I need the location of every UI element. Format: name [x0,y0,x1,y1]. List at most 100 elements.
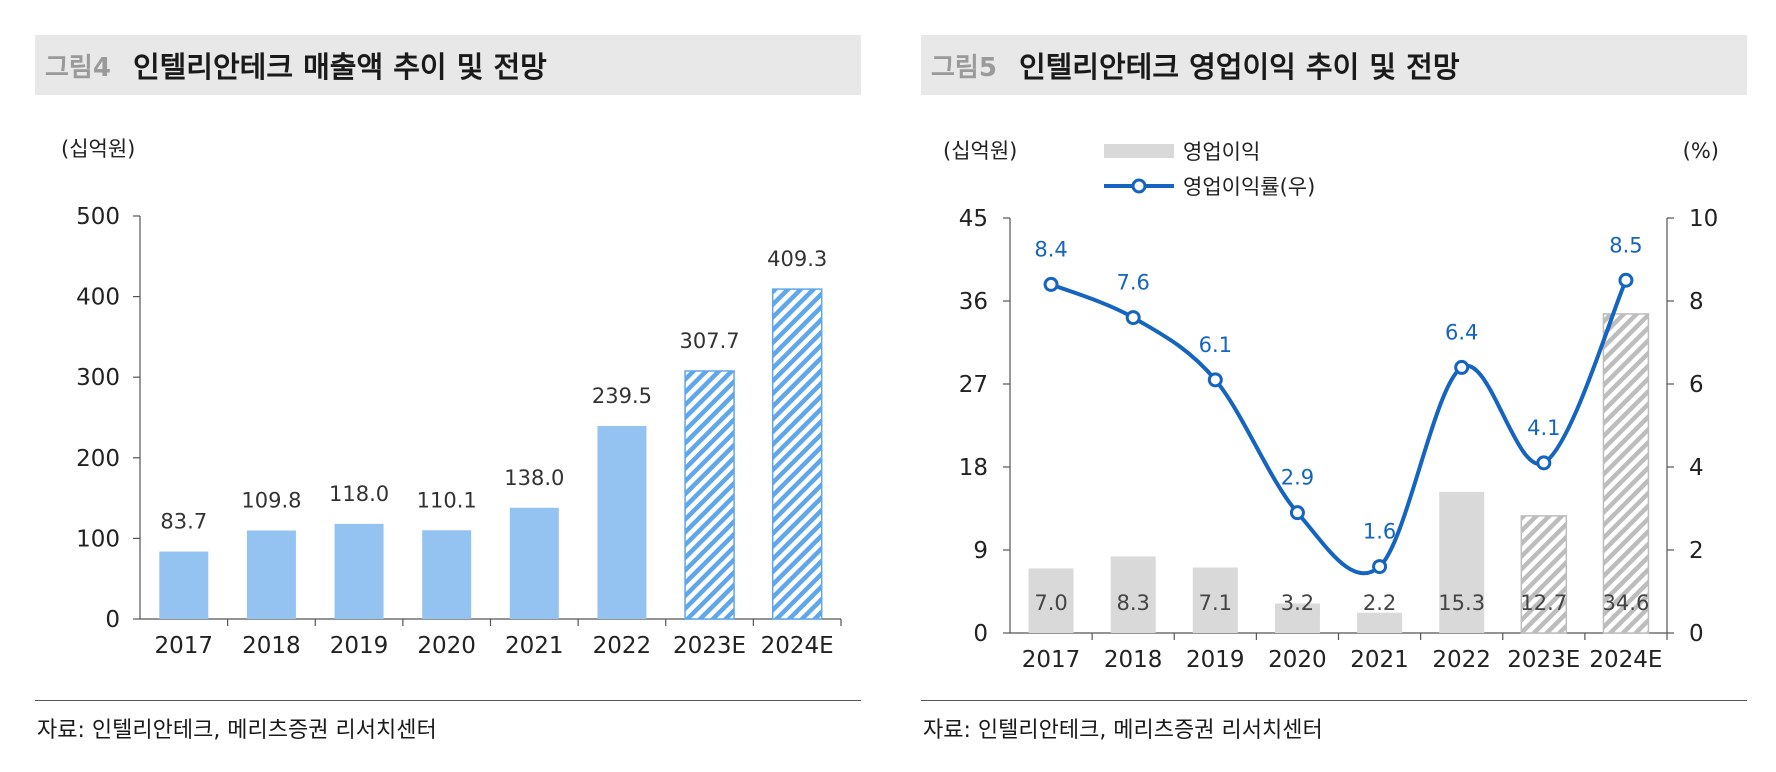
bar-value-label: 307.7 [680,329,740,353]
y2-tick-label: 0 [1689,621,1704,647]
margin-point-marker [1536,455,1552,471]
x-tick-label: 2020 [1268,647,1327,670]
bar-value-label: 12.7 [1520,591,1567,615]
operating-profit-bar [1028,568,1074,633]
operating-profit-bar [1357,612,1403,633]
margin-point-marker [1289,505,1305,521]
operating-profit-bar [1274,603,1320,633]
y2-tick-label: 4 [1689,455,1704,481]
margin-point-marker [1618,272,1634,288]
y-tick-label: 300 [76,365,120,391]
bar-value-label: 8.3 [1116,591,1149,615]
margin-point-marker [1125,310,1141,326]
operating-profit-bar [1520,515,1568,634]
y-tick-label: 0 [973,621,988,647]
revenue-chart-panel: 그림4 인텔리안테크 매출액 추이 및 전망 (십억원) 0 100 200 300 40… [35,0,861,772]
operating-profit-bar [1110,556,1156,633]
revenue-bar [684,370,735,620]
bar-value-label: 138.0 [504,466,564,490]
revenue-bar [246,530,296,619]
x-tick-label: 2020 [417,633,476,659]
x-tick-label: 2022 [1432,647,1491,670]
x-tick-label: 2024E [1589,647,1662,670]
bar-value-label: 409.3 [767,247,827,271]
margin-value-label: 6.4 [1445,320,1478,344]
x-tick-label: 2021 [505,633,564,659]
legend-label-line: 영업이익률(우) [1183,175,1315,199]
y-axis-unit-label: (십억원) [943,139,1017,163]
bar-value-label: 7.1 [1199,591,1232,615]
margin-value-label: 2.9 [1281,466,1314,490]
bottom-divider [921,700,1747,701]
x-tick-label: 2018 [242,633,301,659]
bar-value-label: 110.1 [417,488,477,512]
bar-value-label: 109.8 [241,489,301,513]
margin-point-marker [1454,359,1470,375]
revenue-bar [597,425,647,619]
revenue-chart-title-bar: 그림4 인텔리안테크 매출액 추이 및 전망 [35,35,861,95]
bar-value-label: 34.6 [1603,591,1650,615]
y2-tick-label: 6 [1689,372,1704,398]
x-tick-label: 2024E [761,633,834,659]
x-tick-label: 2019 [330,633,389,659]
bar-value-label: 3.2 [1281,591,1314,615]
x-tick-label: 2021 [1350,647,1409,670]
margin-value-label: 1.6 [1363,520,1396,544]
y-tick-label: 500 [76,204,120,230]
op-chart-title-bar: 그림5 인텔리안테크 영업이익 추이 및 전망 [921,35,1747,95]
revenue-bar-chart: (십억원) 0 100 200 300 400 500 83.7 2017 109.8 2018 11… [61,137,842,659]
revenue-bar [422,530,472,619]
source-note: 자료: 인텔리안테크, 메리츠증권 리서치센터 [37,718,437,743]
y-tick-label: 36 [959,289,988,315]
chart-title: 인텔리안테크 영업이익 추이 및 전망 [1018,50,1460,84]
legend-label-bar: 영업이익 [1183,140,1260,164]
legend-swatch-marker [1131,178,1147,194]
y2-axis-unit-label: (%) [1683,139,1719,163]
margin-point-marker [1207,372,1223,388]
y-tick-label: 400 [76,285,120,311]
y-tick-label: 0 [105,607,120,633]
y-tick-label: 200 [76,446,120,472]
bottom-divider [35,700,861,701]
y-tick-label: 27 [959,372,988,398]
y-tick-label: 9 [973,538,988,564]
margin-point-marker [1372,559,1388,575]
chart-title: 인텔리안테크 매출액 추이 및 전망 [132,50,547,84]
margin-value-label: 6.1 [1199,333,1232,357]
x-tick-label: 2019 [1186,647,1245,670]
bar-value-label: 83.7 [160,510,207,534]
revenue-bar [334,523,384,619]
margin-point-marker [1043,276,1059,292]
revenue-bar [159,551,209,619]
x-tick-label: 2022 [593,633,652,659]
margin-value-label: 8.5 [1609,233,1642,257]
margin-value-label: 8.4 [1034,237,1067,261]
x-tick-label: 2018 [1104,647,1163,670]
x-tick-label: 2017 [155,633,214,659]
y-tick-label: 18 [959,455,988,481]
figure-number: 그림4 [45,52,111,83]
x-tick-label: 2017 [1022,647,1081,670]
bar-value-label: 239.5 [592,384,652,408]
operating-profit-bar [1602,313,1650,634]
bar-value-label: 15.3 [1438,591,1485,615]
margin-value-label: 4.1 [1527,416,1560,440]
bar-value-label: 118.0 [329,482,389,506]
revenue-bar [771,288,823,620]
y-tick-label: 45 [959,206,988,232]
source-note: 자료: 인텔리안테크, 메리츠증권 리서치센터 [923,718,1323,743]
bar-value-label: 2.2 [1363,591,1396,615]
y-axis-unit-label: (십억원) [61,137,135,161]
x-tick-label: 2023E [673,633,746,659]
y2-tick-label: 10 [1689,206,1718,232]
bar-value-label: 7.0 [1034,591,1067,615]
operating-profit-bar [1439,491,1485,633]
y2-tick-label: 8 [1689,289,1704,315]
legend-swatch-bar [1104,144,1174,158]
y2-tick-label: 2 [1689,538,1704,564]
revenue-bar [509,507,559,619]
figure-number: 그림5 [931,52,997,83]
operating-profit-bar [1192,567,1238,633]
